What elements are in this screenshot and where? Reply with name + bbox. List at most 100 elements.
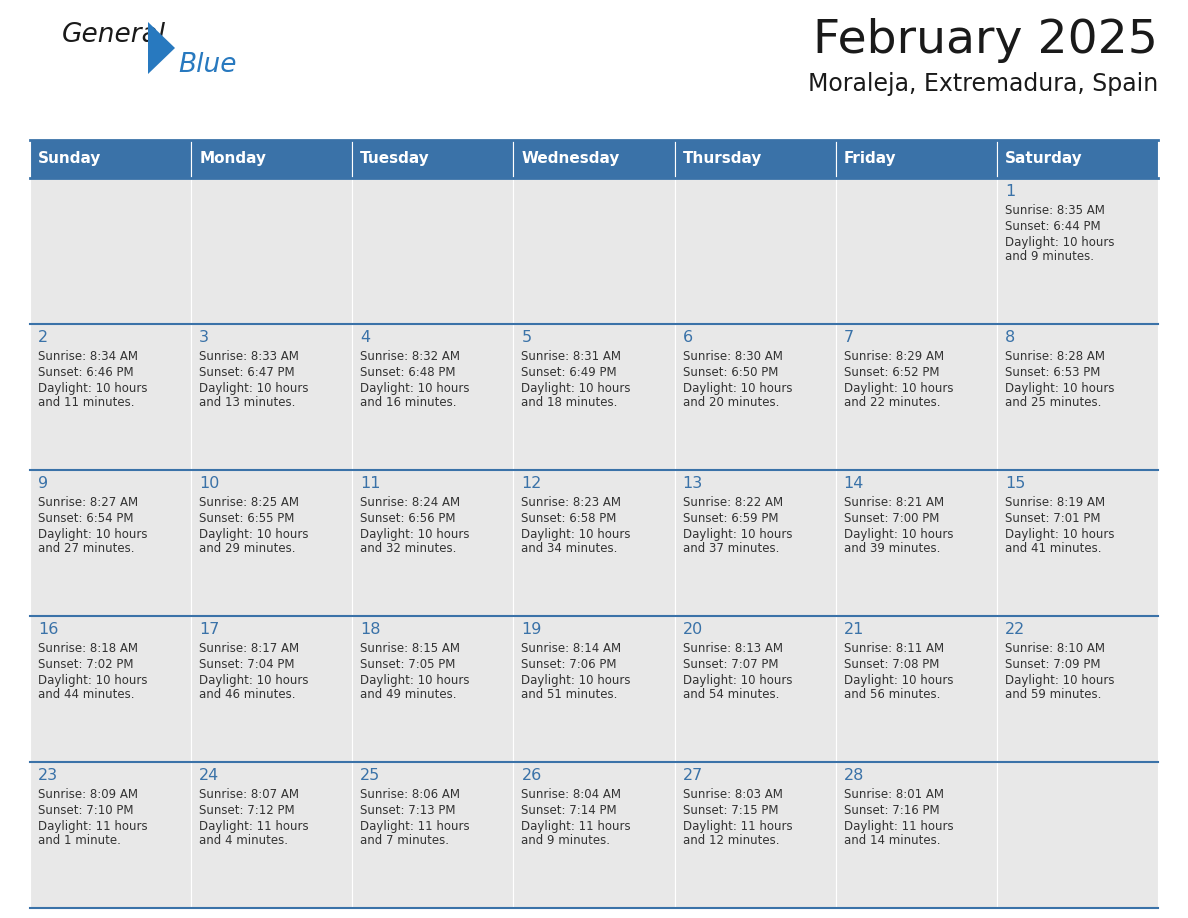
- Text: Daylight: 10 hours: Daylight: 10 hours: [360, 382, 469, 395]
- Text: Daylight: 10 hours: Daylight: 10 hours: [360, 674, 469, 687]
- Bar: [675, 324, 835, 470]
- Text: and 18 minutes.: and 18 minutes.: [522, 396, 618, 409]
- Text: Sunrise: 8:13 AM: Sunrise: 8:13 AM: [683, 642, 783, 655]
- Text: Sunrise: 8:33 AM: Sunrise: 8:33 AM: [200, 350, 299, 363]
- Text: Sunset: 6:50 PM: Sunset: 6:50 PM: [683, 366, 778, 379]
- Bar: [513, 762, 675, 908]
- Text: and 41 minutes.: and 41 minutes.: [1005, 542, 1101, 555]
- Text: 6: 6: [683, 330, 693, 345]
- Text: 4: 4: [360, 330, 371, 345]
- Text: Sunset: 7:08 PM: Sunset: 7:08 PM: [843, 658, 939, 671]
- Text: Sunrise: 8:04 AM: Sunrise: 8:04 AM: [522, 788, 621, 801]
- Text: Sunset: 6:47 PM: Sunset: 6:47 PM: [200, 366, 295, 379]
- Text: Thursday: Thursday: [683, 151, 762, 166]
- Text: Sunrise: 8:07 AM: Sunrise: 8:07 AM: [200, 788, 299, 801]
- Text: Blue: Blue: [178, 52, 236, 78]
- Text: Sunrise: 8:30 AM: Sunrise: 8:30 AM: [683, 350, 783, 363]
- Text: Sunset: 7:00 PM: Sunset: 7:00 PM: [843, 512, 939, 525]
- Text: Sunrise: 8:06 AM: Sunrise: 8:06 AM: [360, 788, 460, 801]
- Polygon shape: [148, 22, 175, 74]
- Text: and 51 minutes.: and 51 minutes.: [522, 688, 618, 701]
- Text: Daylight: 10 hours: Daylight: 10 hours: [683, 674, 792, 687]
- Text: Monday: Monday: [200, 151, 266, 166]
- Bar: [513, 470, 675, 616]
- Text: Sunrise: 8:14 AM: Sunrise: 8:14 AM: [522, 642, 621, 655]
- Bar: [30, 324, 191, 470]
- Bar: [191, 324, 353, 470]
- Text: Daylight: 10 hours: Daylight: 10 hours: [683, 382, 792, 395]
- Text: Sunset: 7:09 PM: Sunset: 7:09 PM: [1005, 658, 1100, 671]
- Text: 10: 10: [200, 476, 220, 491]
- Text: 25: 25: [360, 768, 380, 783]
- Text: Daylight: 10 hours: Daylight: 10 hours: [843, 382, 953, 395]
- Text: Sunset: 7:12 PM: Sunset: 7:12 PM: [200, 804, 295, 817]
- Text: Sunset: 6:53 PM: Sunset: 6:53 PM: [1005, 366, 1100, 379]
- Text: Sunrise: 8:01 AM: Sunrise: 8:01 AM: [843, 788, 943, 801]
- Text: Daylight: 10 hours: Daylight: 10 hours: [200, 528, 309, 541]
- Text: Sunset: 7:14 PM: Sunset: 7:14 PM: [522, 804, 617, 817]
- Text: and 22 minutes.: and 22 minutes.: [843, 396, 940, 409]
- Bar: [997, 140, 1158, 178]
- Text: and 14 minutes.: and 14 minutes.: [843, 834, 940, 847]
- Text: Sunset: 6:59 PM: Sunset: 6:59 PM: [683, 512, 778, 525]
- Bar: [835, 470, 997, 616]
- Bar: [191, 178, 353, 324]
- Text: Sunrise: 8:23 AM: Sunrise: 8:23 AM: [522, 496, 621, 509]
- Text: and 34 minutes.: and 34 minutes.: [522, 542, 618, 555]
- Text: 5: 5: [522, 330, 531, 345]
- Bar: [997, 178, 1158, 324]
- Text: Sunrise: 8:24 AM: Sunrise: 8:24 AM: [360, 496, 461, 509]
- Text: Sunrise: 8:25 AM: Sunrise: 8:25 AM: [200, 496, 299, 509]
- Bar: [353, 470, 513, 616]
- Text: Sunset: 7:13 PM: Sunset: 7:13 PM: [360, 804, 456, 817]
- Text: Daylight: 10 hours: Daylight: 10 hours: [1005, 528, 1114, 541]
- Bar: [30, 140, 191, 178]
- Text: Friday: Friday: [843, 151, 896, 166]
- Text: and 46 minutes.: and 46 minutes.: [200, 688, 296, 701]
- Text: Sunset: 7:16 PM: Sunset: 7:16 PM: [843, 804, 940, 817]
- Text: Sunset: 7:06 PM: Sunset: 7:06 PM: [522, 658, 617, 671]
- Text: Sunrise: 8:34 AM: Sunrise: 8:34 AM: [38, 350, 138, 363]
- Text: Sunday: Sunday: [38, 151, 101, 166]
- Bar: [675, 470, 835, 616]
- Text: Tuesday: Tuesday: [360, 151, 430, 166]
- Bar: [191, 762, 353, 908]
- Bar: [353, 616, 513, 762]
- Bar: [191, 140, 353, 178]
- Text: and 9 minutes.: and 9 minutes.: [1005, 250, 1094, 263]
- Bar: [997, 616, 1158, 762]
- Text: Sunset: 6:46 PM: Sunset: 6:46 PM: [38, 366, 133, 379]
- Bar: [675, 140, 835, 178]
- Text: 11: 11: [360, 476, 381, 491]
- Text: 19: 19: [522, 622, 542, 637]
- Text: and 29 minutes.: and 29 minutes.: [200, 542, 296, 555]
- Text: and 37 minutes.: and 37 minutes.: [683, 542, 779, 555]
- Bar: [835, 762, 997, 908]
- Bar: [997, 762, 1158, 908]
- Text: Daylight: 11 hours: Daylight: 11 hours: [843, 820, 953, 833]
- Text: Sunrise: 8:21 AM: Sunrise: 8:21 AM: [843, 496, 943, 509]
- Text: 17: 17: [200, 622, 220, 637]
- Text: 22: 22: [1005, 622, 1025, 637]
- Text: Sunrise: 8:32 AM: Sunrise: 8:32 AM: [360, 350, 460, 363]
- Text: Sunset: 6:54 PM: Sunset: 6:54 PM: [38, 512, 133, 525]
- Text: Daylight: 11 hours: Daylight: 11 hours: [683, 820, 792, 833]
- Bar: [513, 616, 675, 762]
- Text: 21: 21: [843, 622, 864, 637]
- Text: 26: 26: [522, 768, 542, 783]
- Text: Sunrise: 8:27 AM: Sunrise: 8:27 AM: [38, 496, 138, 509]
- Bar: [997, 324, 1158, 470]
- Bar: [30, 616, 191, 762]
- Text: and 54 minutes.: and 54 minutes.: [683, 688, 779, 701]
- Text: Sunrise: 8:15 AM: Sunrise: 8:15 AM: [360, 642, 460, 655]
- Bar: [675, 762, 835, 908]
- Text: and 16 minutes.: and 16 minutes.: [360, 396, 456, 409]
- Text: 2: 2: [38, 330, 49, 345]
- Bar: [353, 178, 513, 324]
- Text: Sunrise: 8:03 AM: Sunrise: 8:03 AM: [683, 788, 783, 801]
- Text: and 12 minutes.: and 12 minutes.: [683, 834, 779, 847]
- Text: 9: 9: [38, 476, 49, 491]
- Text: 7: 7: [843, 330, 854, 345]
- Text: 1: 1: [1005, 184, 1015, 199]
- Text: Sunrise: 8:10 AM: Sunrise: 8:10 AM: [1005, 642, 1105, 655]
